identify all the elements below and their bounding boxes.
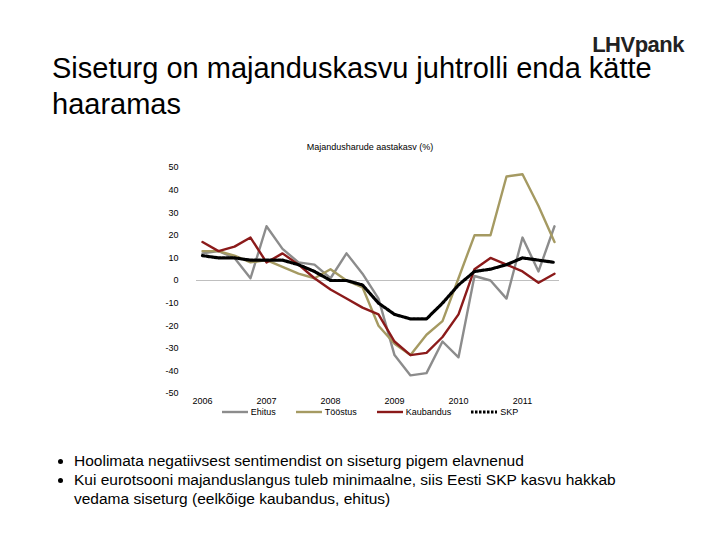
svg-text:10: 10 [168,253,178,263]
svg-text:30: 30 [168,208,178,218]
svg-text:2006: 2006 [192,396,212,406]
svg-text:-50: -50 [165,388,178,398]
html-text:Tööstus: Tööstus [324,407,357,417]
html-text:Majandusharude aastakasv (%): Majandusharude aastakasv (%) [306,142,434,152]
svg-text:-40: -40 [165,366,178,376]
html-text:Ehitus: Ehitus [250,407,276,417]
svg-text:-30: -30 [165,343,178,353]
svg-text:2009: 2009 [384,396,404,406]
svg-text:2010: 2010 [448,396,468,406]
svg-text:2007: 2007 [256,396,276,406]
html-text:LHVpank: LHVpank [592,32,684,57]
svg-text:50: 50 [168,162,178,172]
html-text:SKP: SKP [500,407,519,417]
svg-text:2011: 2011 [513,396,532,406]
html-text:Hoolimata negatiivsest sentime: Hoolimata negatiivsest sentimendist on s… [74,452,524,469]
svg-text:-10: -10 [165,298,178,308]
svg-text:0: 0 [173,275,178,285]
html-text:Kui eurotsooni majanduslangus: Kui eurotsooni majanduslangus tuleb mini… [74,471,616,507]
svg-text:-20: -20 [165,321,178,331]
svg-text:40: 40 [168,185,178,195]
svg-text:2008: 2008 [320,396,340,406]
svg-text:20: 20 [168,230,178,240]
html-text:Kaubandus: Kaubandus [405,407,452,417]
html-text:Siseturg on majanduskasvu juht: Siseturg on majanduskasvu juhtrolli enda… [52,52,652,120]
